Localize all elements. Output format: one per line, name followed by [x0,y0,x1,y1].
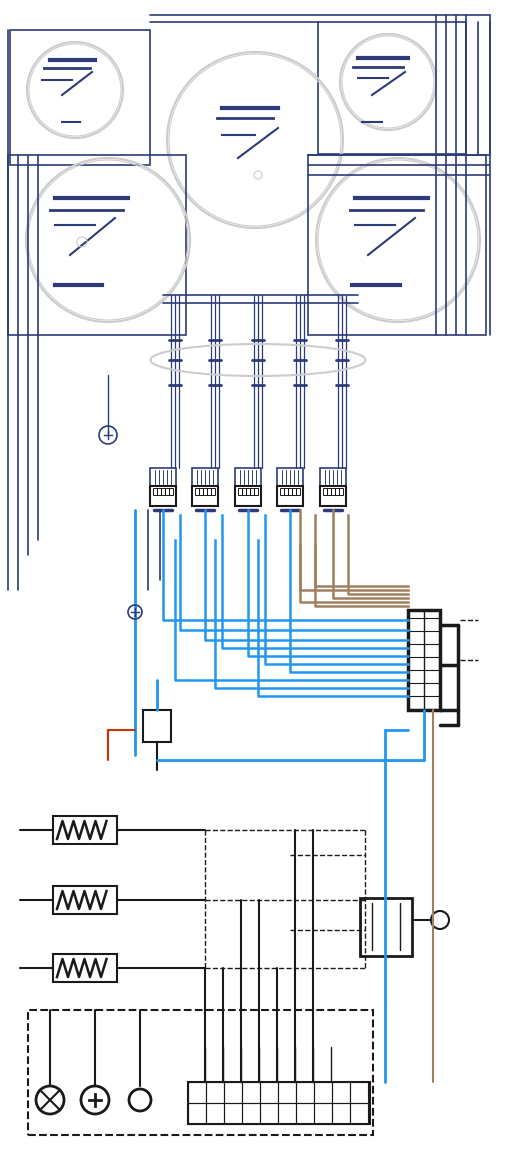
Bar [284,489,288,496]
Bar [277,468,303,486]
Bar [327,489,331,496]
Bar [150,468,176,486]
Bar [260,1103,278,1124]
Bar [332,1103,350,1124]
Bar [53,886,117,914]
Bar [350,1082,368,1103]
Bar [53,954,117,982]
Bar [188,1103,206,1124]
Bar [318,22,466,154]
Bar [192,486,218,506]
Bar [314,1082,332,1103]
Bar [211,489,215,496]
Bar [169,489,173,496]
Bar [242,489,246,496]
Bar [320,486,346,506]
Bar [165,489,169,496]
Bar [360,898,412,956]
Bar [296,489,300,496]
Bar [260,1082,278,1103]
Bar [53,816,117,844]
Bar [28,1010,373,1135]
Bar [288,489,292,496]
Bar [224,1103,242,1124]
Bar [10,30,150,166]
Bar [408,610,440,710]
Bar [8,155,186,335]
Bar [332,1082,350,1103]
Bar [143,710,171,742]
Bar [242,1082,260,1103]
Bar [292,489,296,496]
Bar [195,489,199,496]
Bar [278,1082,296,1103]
Bar [314,1103,332,1124]
Bar [235,486,261,506]
Bar [242,1103,260,1124]
Bar [280,489,284,496]
Bar [339,489,343,496]
Bar [188,1082,206,1103]
Bar [161,489,165,496]
Bar [323,489,327,496]
Bar [153,489,157,496]
Bar [207,489,211,496]
Bar [206,1103,224,1124]
Bar [335,489,339,496]
Bar [206,1082,224,1103]
Bar [157,489,161,496]
Bar [350,1103,368,1124]
Bar [150,486,176,506]
Bar [246,489,250,496]
Bar [192,468,218,486]
Bar [277,486,303,506]
Bar [296,1103,314,1124]
Bar [278,1103,296,1124]
Bar [320,468,346,486]
Bar [308,155,486,335]
Bar [296,1082,314,1103]
Bar [188,1082,370,1124]
Bar [224,1082,242,1103]
Bar [203,489,207,496]
Bar [254,489,258,496]
Bar [331,489,335,496]
Bar [250,489,254,496]
Bar [199,489,203,496]
Bar [238,489,242,496]
Bar [235,468,261,486]
